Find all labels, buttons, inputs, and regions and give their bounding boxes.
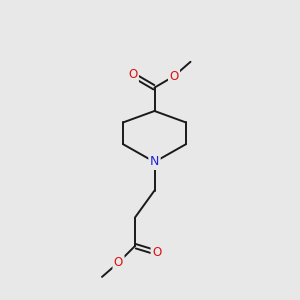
Text: O: O xyxy=(152,246,161,259)
Text: O: O xyxy=(114,256,123,269)
Text: O: O xyxy=(169,70,178,83)
Text: O: O xyxy=(128,68,137,82)
Text: N: N xyxy=(150,155,159,169)
